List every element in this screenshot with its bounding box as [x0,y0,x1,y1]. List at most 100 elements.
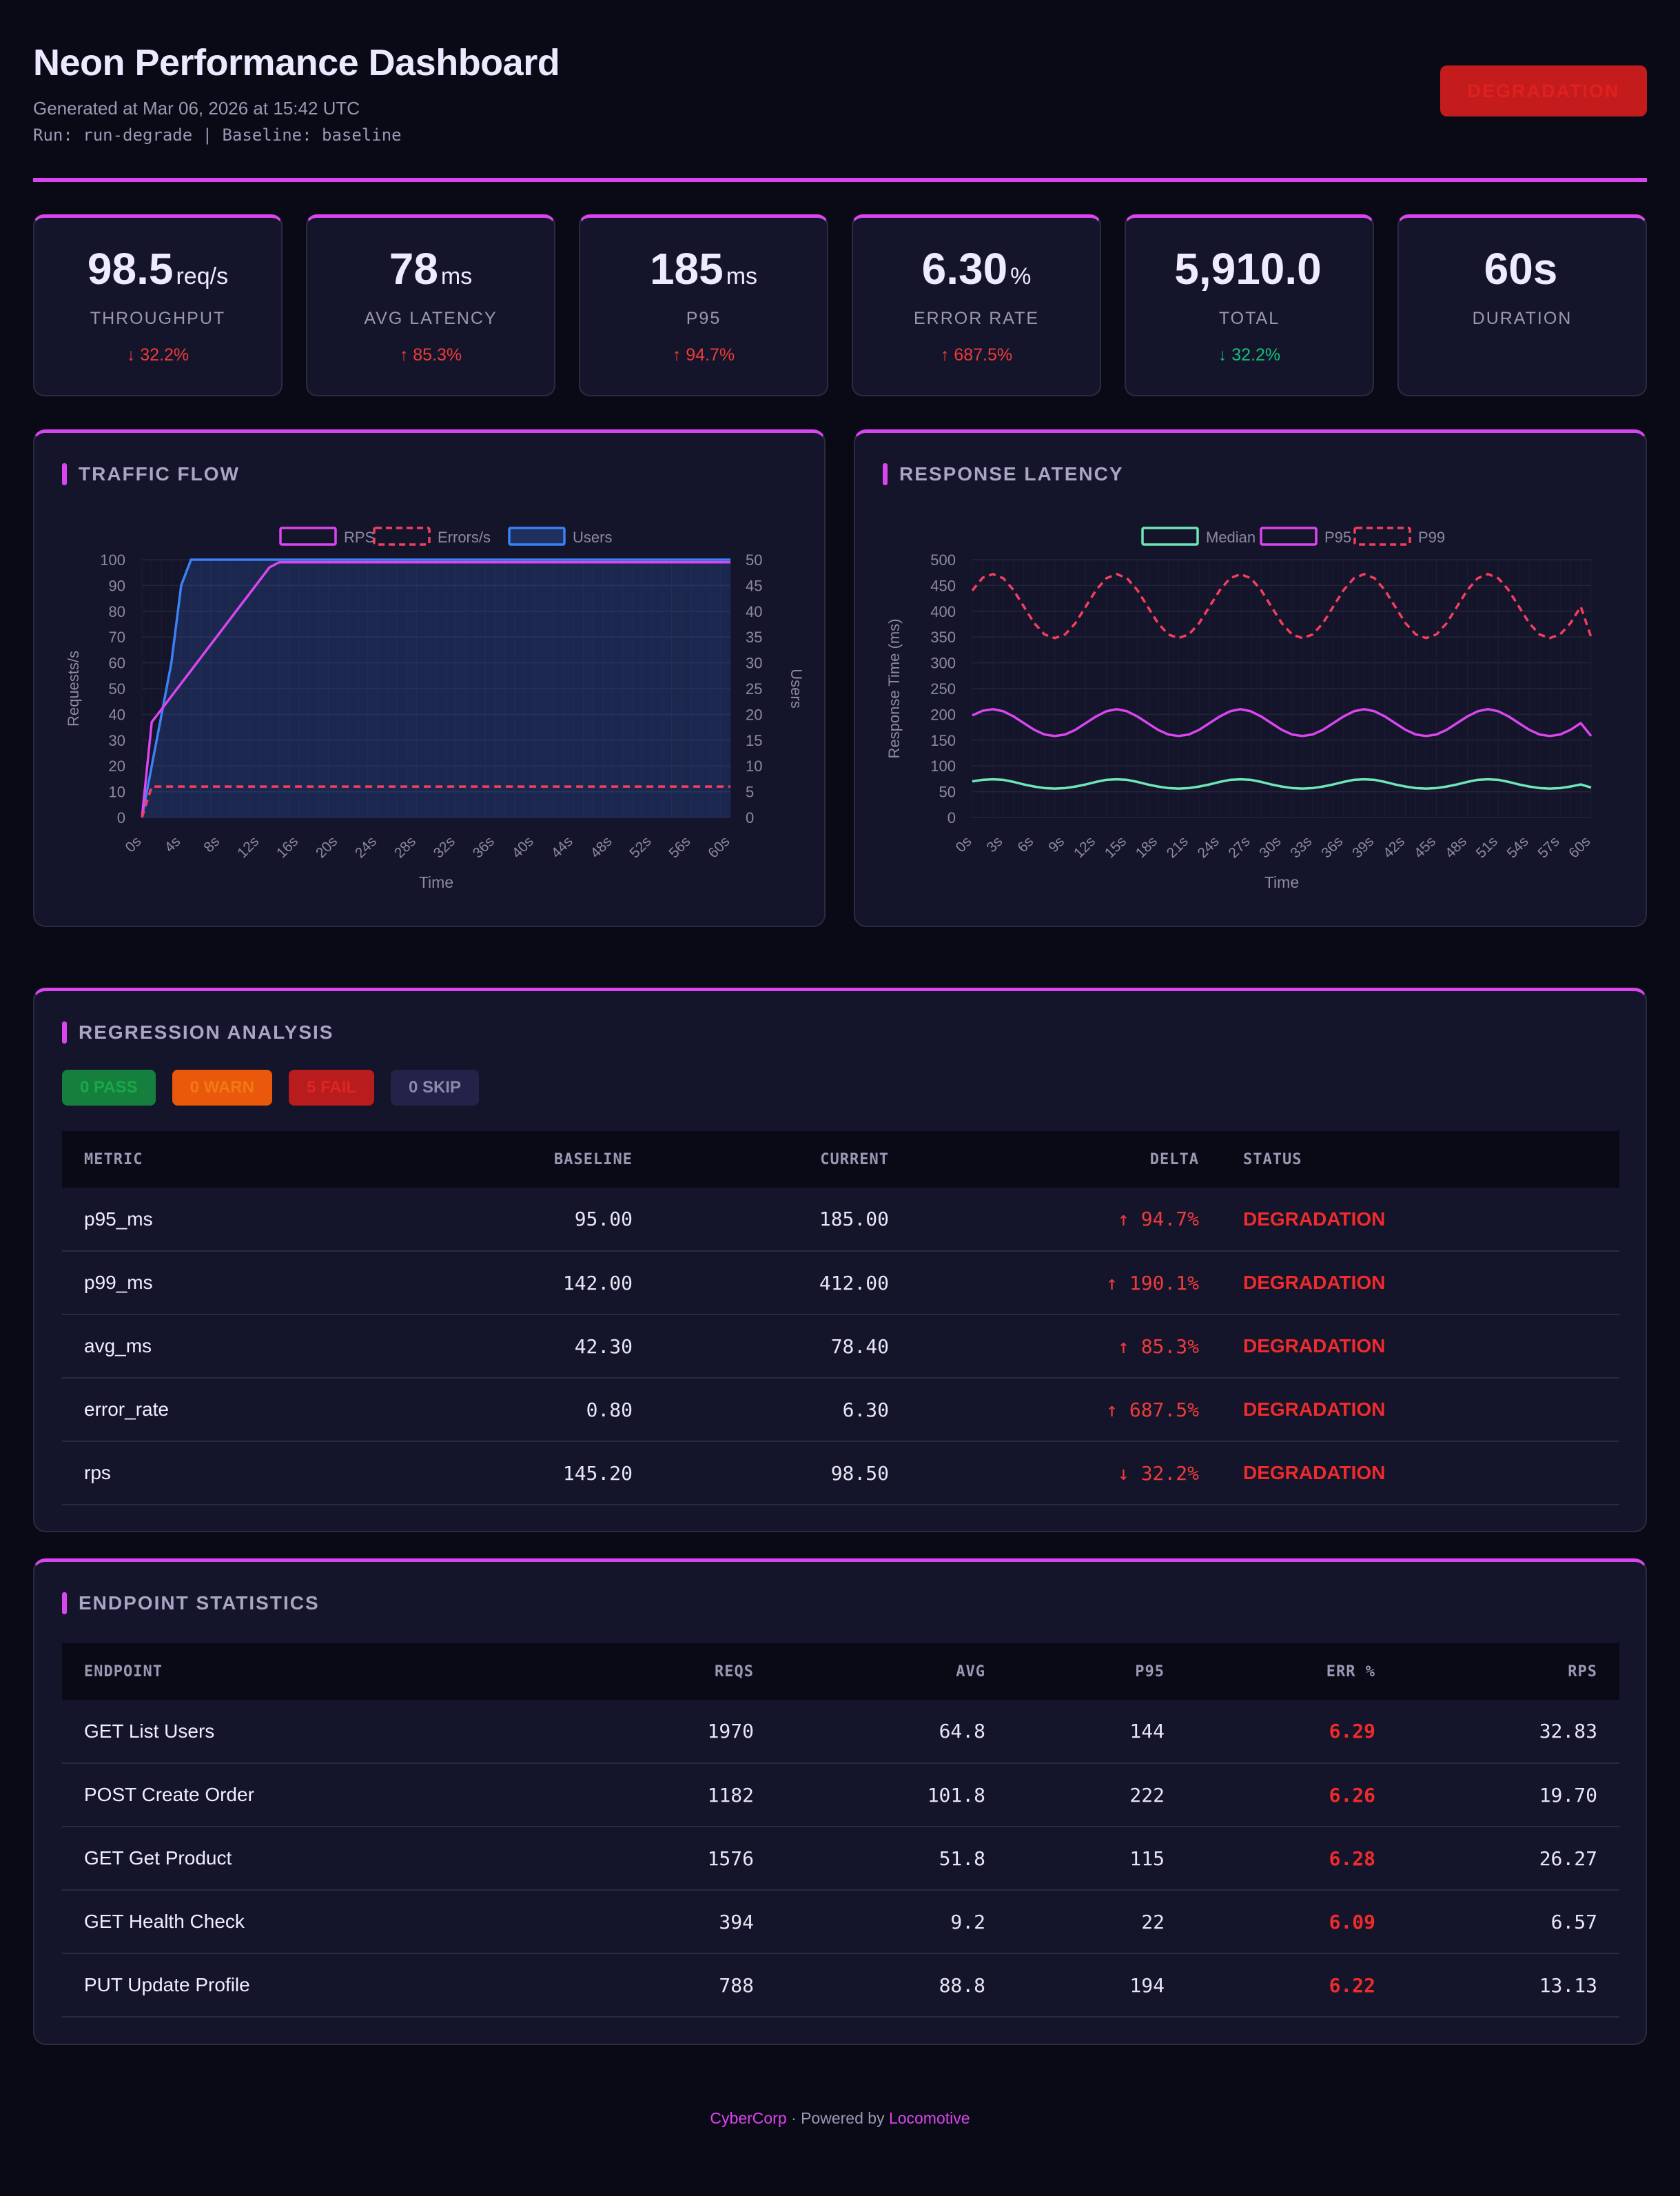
column-header: BASELINE [554,1150,633,1168]
rps-cell: 32.83 [1397,1700,1619,1764]
rps-series-line [141,560,730,818]
column-header: METRIC [84,1150,143,1168]
baseline-cell: 95.00 [269,1188,655,1252]
kpi-number: 6.30 [921,244,1008,294]
legend-label-p99: P99 [1418,529,1445,546]
endpoint-table: ENDPOINT REQS AVG P95 ERR % RPS GET List… [62,1643,1619,2017]
x-tick-label: 56s [666,833,693,861]
x-tick-label: 54s [1504,833,1532,861]
x-tick-label: 16s [274,833,301,861]
rps-cell: 6.57 [1397,1890,1619,1954]
y2-axis-label: Users [788,669,805,708]
kpi-number: 98.5 [87,244,174,294]
y-tick-label: 400 [930,603,956,620]
y2-tick-label: 45 [746,577,762,594]
x-tick-label: 28s [391,833,419,861]
legend-swatch-p95 [1260,527,1318,546]
kpi-label: THROUGHPUT [90,309,226,328]
baseline-cell: 142.00 [269,1251,655,1315]
x-tick-label: 9s [1045,833,1067,855]
y-tick-label: 100 [930,758,956,775]
x-tick-label: 44s [549,833,576,861]
err-cell: 6.29 [1187,1700,1397,1764]
reqs-cell: 1182 [544,1763,776,1827]
y-tick-label: 50 [109,680,125,698]
kpi-card-p95: 185 ms P95 ↑ 94.7% [579,214,828,396]
legend-label-p95: P95 [1324,529,1351,546]
metric-cell: p99_ms [62,1251,269,1315]
y-tick-label: 50 [939,784,956,801]
x-tick-label: 32s [431,833,458,861]
table-row: PUT Update Profile 788 88.8 194 6.22 13.… [62,1953,1619,2017]
response-latency-chart: 0 50 100 150 200 250 300 350 400 450 500 0s 3s 6s 9s 12… [885,527,1594,891]
kpi-delta: ↓ 32.2% [1218,345,1281,365]
column-header: ENDPOINT [84,1663,163,1680]
avg-cell: 9.2 [776,1890,1007,1954]
y-tick-label: 500 [930,551,956,569]
status-cell: DEGRADATION [1221,1441,1619,1505]
table-row: p95_ms 95.00 185.00 ↑ 94.7% DEGRADATION [62,1188,1619,1252]
avg-cell: 101.8 [776,1763,1007,1827]
table-row: rps 145.20 98.50 ↓ 32.2% DEGRADATION [62,1441,1619,1505]
y-tick-label: 80 [109,603,125,620]
x-tick-label: 18s [1133,833,1160,861]
x-tick-label: 24s [352,833,380,861]
column-header: ERR % [1326,1663,1375,1680]
x-axis-label: Time [1264,873,1299,891]
errors-s-series-line [141,785,730,818]
y-tick-label: 30 [109,732,125,749]
result-badges: 0 PASS 0 WARN 5 FAIL 0 SKIP [62,1070,479,1106]
y-tick-label: 250 [930,680,956,698]
kpi-number: 185 [649,244,724,294]
x-tick-label: 3s [983,833,1005,855]
x-tick-label: 36s [1318,833,1346,861]
err-cell: 6.26 [1187,1763,1397,1827]
endpoint-cell: POST Create Order [62,1763,544,1827]
y-tick-label: 20 [109,758,125,775]
y2-tick-label: 10 [746,758,762,775]
x-tick-label: 42s [1380,833,1408,861]
y-tick-label: 300 [930,655,956,672]
y-tick-label: 10 [109,784,125,801]
rps-cell: 19.70 [1397,1763,1619,1827]
delta-cell: ↓ 32.2% [911,1441,1221,1505]
y2-tick-label: 5 [746,784,754,801]
column-header: P95 [1135,1663,1165,1680]
table-row: GET Get Product 1576 51.8 115 6.28 26.27 [62,1827,1619,1891]
p95-cell: 144 [1007,1700,1187,1764]
metric-cell: p95_ms [62,1188,269,1252]
panel-title: ENDPOINT STATISTICS [62,1592,320,1614]
y2-tick-label: 50 [746,551,762,569]
delta-cell: ↑ 94.7% [911,1188,1221,1252]
p95-cell: 22 [1007,1890,1187,1954]
kpi-number: 60s [1484,244,1558,294]
delta-cell: ↑ 190.1% [911,1251,1221,1315]
y-tick-label: 0 [947,809,956,826]
y-axis-label: Requests/s [65,651,82,726]
page-title: Neon Performance Dashboard [33,42,560,83]
y-tick-label: 40 [109,706,125,723]
column-header: AVG [956,1663,985,1680]
kpi-delta: ↑ 94.7% [672,345,735,365]
kpi-unit: ms [440,263,473,289]
footer: CyberCorp · Powered by Locomotive [0,2109,1680,2128]
footer-brand-link[interactable]: CyberCorp [710,2109,787,2127]
y2-tick-label: 25 [746,680,762,698]
y-tick-label: 350 [930,629,956,646]
y-tick-label: 150 [930,732,956,749]
column-header: STATUS [1243,1150,1302,1168]
endpoint-cell: GET Get Product [62,1827,544,1891]
rps-cell: 13.13 [1397,1953,1619,2017]
current-cell: 78.40 [655,1314,911,1379]
kpi-value: 185 ms [580,247,827,291]
y-tick-label: 100 [100,551,125,569]
legend-swatch-p99 [1353,527,1411,546]
pass-badge: 0 PASS [62,1070,156,1106]
baseline-cell: 145.20 [269,1441,655,1505]
footer-tool-link[interactable]: Locomotive [888,2109,970,2127]
verdict-badge: DEGRADATION [1440,65,1647,116]
x-tick-label: 33s [1287,833,1315,861]
legend-label-users: Users [573,529,612,546]
